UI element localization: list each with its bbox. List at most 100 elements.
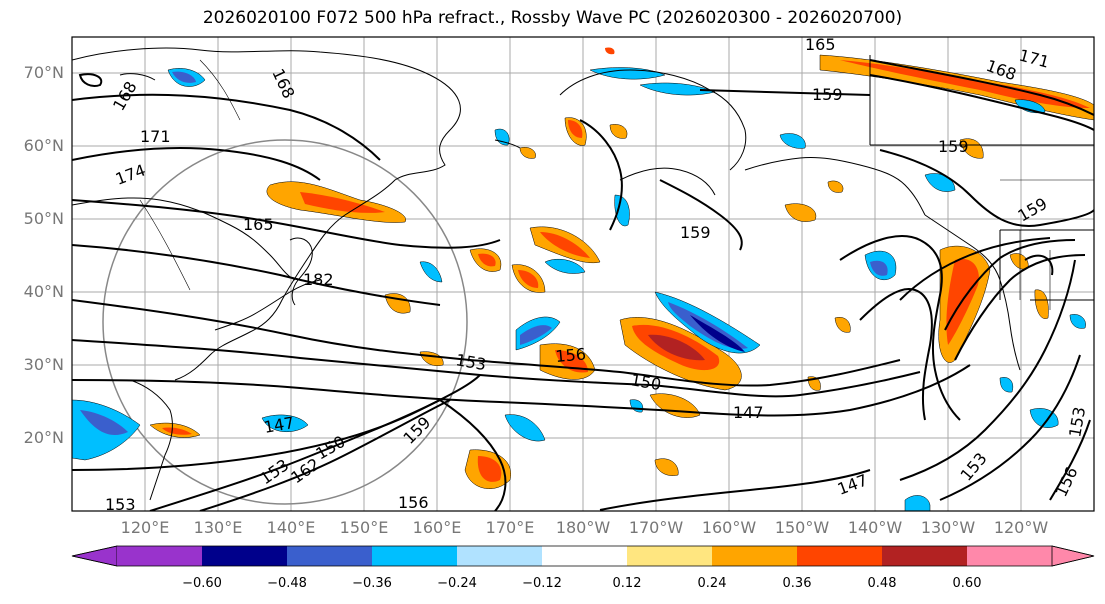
- gray-circle: [102, 139, 468, 505]
- anomaly-patch: [1069, 314, 1086, 329]
- anomaly-patch: [478, 253, 496, 267]
- anomaly-patch: [690, 315, 745, 352]
- anomaly-patch: [540, 232, 590, 258]
- anomaly-patch: [261, 414, 309, 432]
- colorbar-segment: [627, 546, 712, 566]
- anomaly-patch: [999, 377, 1014, 393]
- colorbar-segment: [71, 545, 118, 567]
- anomaly-patch: [870, 260, 888, 276]
- anomaly-patch: [648, 334, 705, 361]
- shaded-anomalies: [72, 47, 1094, 511]
- anomaly-patch: [605, 47, 615, 55]
- contour-label-group: 165 168 168 168 171 174 171 165 182 159 …: [105, 35, 1089, 514]
- lon-label: 130°W: [920, 518, 976, 537]
- colorbar-tick: 0.12: [612, 576, 642, 591]
- colorbar-segment: [457, 546, 542, 566]
- anomaly-patch: [477, 456, 502, 482]
- anomaly-patch: [544, 258, 586, 274]
- contour-label: 159: [812, 85, 843, 104]
- contour-label: 156: [398, 493, 429, 512]
- anomaly-patch: [834, 317, 851, 333]
- colorbar-tick: 0.36: [782, 576, 812, 591]
- colorbar-segment: [372, 546, 457, 566]
- lon-label: 160°W: [701, 518, 757, 537]
- colorbar-segment: [202, 546, 287, 566]
- anomaly-patch: [172, 71, 196, 83]
- lon-label: 150°W: [774, 518, 830, 537]
- anomaly-patch: [904, 495, 931, 511]
- anomaly-patch: [162, 427, 192, 435]
- anomaly-patch: [639, 82, 716, 96]
- anomaly-patch: [518, 270, 539, 288]
- anomaly-patch: [609, 124, 628, 139]
- contour-label: 165: [243, 215, 274, 234]
- colorbar: [71, 545, 1095, 567]
- colorbar-tick: 0.48: [867, 576, 897, 591]
- lon-label: 180°W: [555, 518, 611, 537]
- contour-label: 165: [805, 35, 836, 54]
- anomaly-patch: [668, 302, 748, 349]
- anomaly-patch: [1034, 289, 1049, 319]
- colorbar-tick: −0.12: [522, 576, 562, 591]
- lat-label: 20°N: [23, 428, 64, 447]
- colorbar-segment: [117, 546, 202, 566]
- lat-label: 50°N: [23, 209, 64, 228]
- colorbar-segment: [882, 546, 967, 566]
- colorbar-tick: −0.36: [352, 576, 392, 591]
- lon-label: 120°W: [993, 518, 1049, 537]
- anomaly-patch: [946, 258, 979, 345]
- colorbar-outline: [71, 545, 1095, 567]
- lon-label: 140°E: [266, 518, 316, 537]
- contour-label: 182: [303, 270, 334, 289]
- anomaly-patch: [555, 350, 588, 373]
- lat-label: 70°N: [23, 63, 64, 82]
- contour-label: 153: [105, 495, 136, 514]
- colorbar-segment: [967, 546, 1052, 566]
- colorbar-segment: [1051, 545, 1095, 567]
- lat-label: 40°N: [23, 282, 64, 301]
- colorbar-segment: [712, 546, 797, 566]
- lon-label: 130°E: [193, 518, 243, 537]
- anomaly-patch: [504, 414, 546, 442]
- anomaly-patch: [784, 203, 817, 222]
- anomaly-patch: [568, 120, 583, 138]
- colorbar-tick: 0.60: [952, 576, 982, 591]
- anomaly-patch: [840, 60, 1090, 108]
- political-borders: [139, 59, 1094, 310]
- map-title: 2026020100 F072 500 hPa refract., Rossby…: [202, 8, 903, 28]
- lat-label: 30°N: [23, 355, 64, 374]
- anomaly-patch: [779, 133, 806, 149]
- anomaly-patch: [80, 410, 128, 436]
- anomaly-patch: [520, 325, 552, 345]
- anomaly-patch: [654, 458, 679, 476]
- lon-label: 120°E: [120, 518, 170, 537]
- anomaly-patch: [519, 147, 536, 159]
- lon-label: 170°W: [628, 518, 684, 537]
- lon-label: 150°E: [339, 518, 389, 537]
- lon-label: 160°E: [412, 518, 462, 537]
- colorbar-tick: −0.24: [437, 576, 477, 591]
- anomaly-patch: [827, 180, 844, 193]
- colorbar-tick: −0.48: [267, 576, 307, 591]
- colorbar-tick: −0.60: [182, 576, 222, 591]
- colorbar-segment: [542, 546, 627, 566]
- lat-label: 60°N: [23, 136, 64, 155]
- colorbar-segment: [287, 546, 372, 566]
- colorbar-segment: [797, 546, 882, 566]
- contour-label: 159: [680, 223, 711, 242]
- anomaly-patch: [300, 192, 385, 213]
- anomaly-patch: [419, 261, 443, 283]
- coastlines: [72, 47, 1094, 501]
- colorbar-tick: 0.24: [697, 576, 727, 591]
- map-border: [71, 36, 1095, 512]
- lon-label: 140°W: [847, 518, 903, 537]
- contour-label: 156: [555, 344, 587, 366]
- height-contours: [72, 59, 1094, 511]
- contour-label: 147: [733, 403, 764, 422]
- contour-label: 171: [140, 127, 171, 146]
- graticule: [72, 37, 1094, 511]
- anomaly-patch: [959, 138, 984, 159]
- anomaly-patch: [614, 194, 630, 227]
- lon-label: 170°E: [485, 518, 535, 537]
